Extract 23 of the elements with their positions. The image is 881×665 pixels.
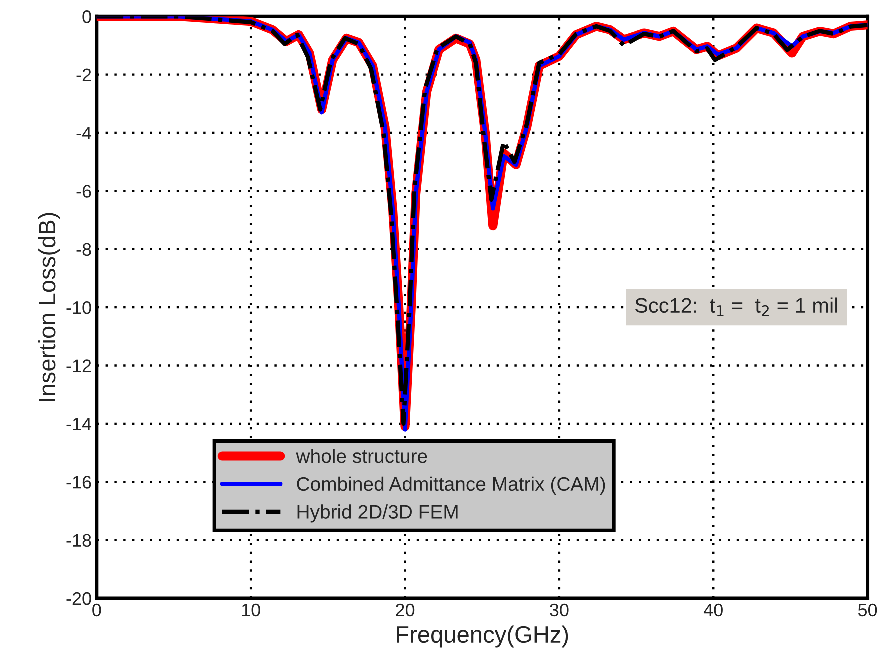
x-axis-title: Frequency(GHz): [397, 626, 568, 648]
y-tick-label: -4: [76, 127, 92, 140]
x-tick-label: 40: [704, 604, 723, 617]
y-tick-label: -8: [76, 243, 92, 256]
y-tick-label: 0: [82, 10, 92, 24]
y-tick-label: -12: [66, 360, 92, 372]
y-axis-title: Insertion Loss(dB): [38, 213, 60, 402]
legend-label: Hybrid 2D/3D FEM: [298, 504, 458, 523]
y-tick-label: -18: [66, 534, 92, 548]
y-tick-label: -6: [76, 185, 92, 198]
annotation: Scc12: t$_{1}$ = t$_{2}$ = 1 mil: [635, 298, 838, 316]
y-tick-label: -2: [76, 68, 92, 82]
x-tick-label: 30: [550, 604, 569, 617]
y-tick-label: -16: [66, 476, 92, 489]
legend-label: whole structure: [296, 448, 428, 464]
y-tick-label: -14: [66, 418, 92, 430]
y-tick-label: -10: [66, 301, 92, 314]
x-tick-label: 0: [92, 604, 102, 617]
x-tick-label: 20: [396, 604, 415, 617]
y-tick-label: -20: [66, 592, 92, 606]
x-tick-label: 10: [242, 604, 260, 617]
x-tick-label: 50: [858, 604, 878, 617]
legend-label: Combined Admittance Matrix (CAM): [297, 476, 606, 495]
